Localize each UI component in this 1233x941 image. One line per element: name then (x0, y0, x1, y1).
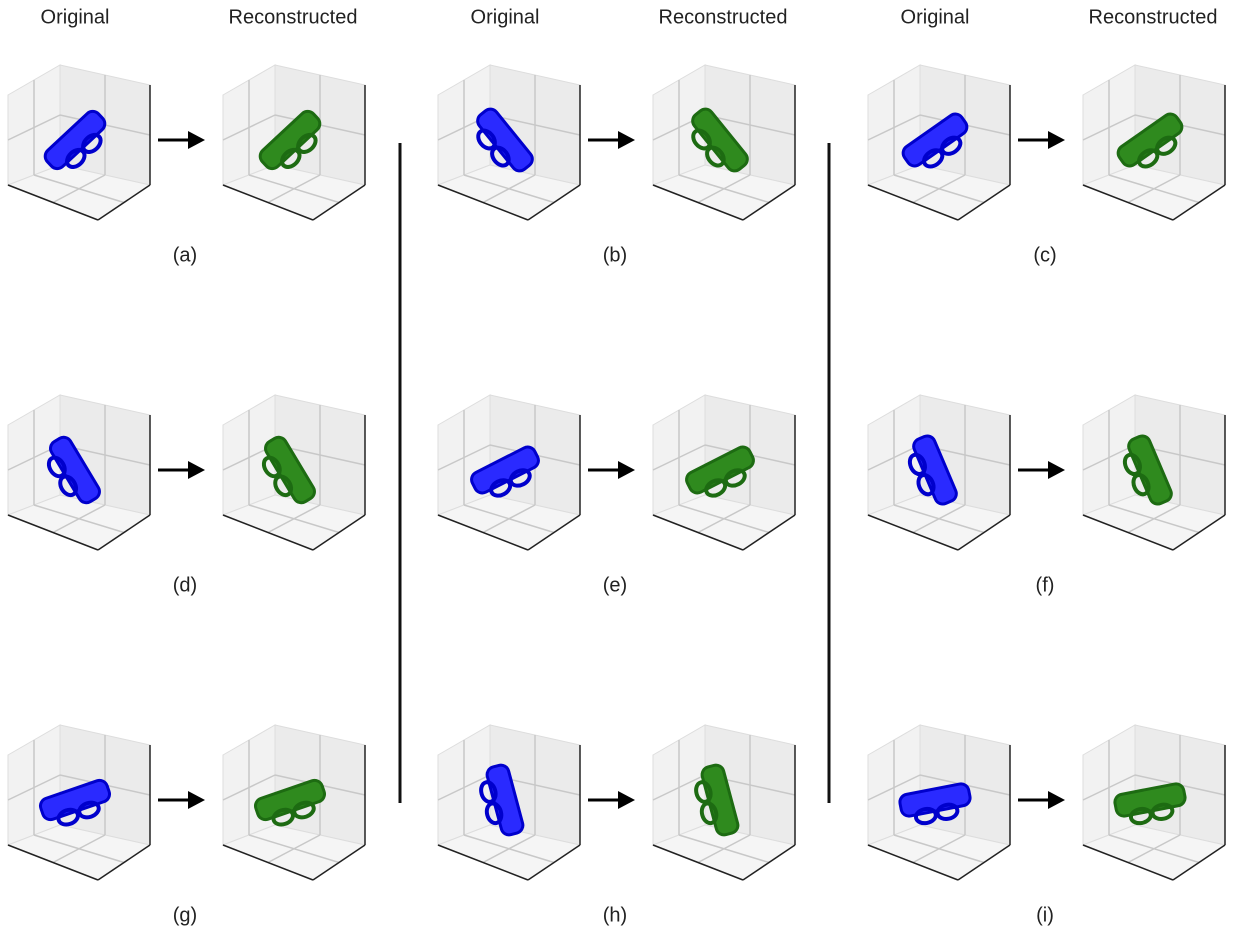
axes-3d (1083, 395, 1225, 550)
arrow-head (618, 791, 635, 809)
axes-3d (653, 725, 795, 880)
arrow-head (1048, 131, 1065, 149)
axes-3d (223, 395, 365, 550)
axes-3d (868, 65, 1010, 220)
axes-3d (8, 395, 150, 550)
column-header: Original (471, 6, 540, 28)
panel-label: (i) (1036, 904, 1054, 926)
arrow-head (188, 791, 205, 809)
panel-label: (a) (173, 244, 197, 266)
panel-label: (e) (603, 574, 627, 596)
arrow-head (188, 461, 205, 479)
axes-3d (653, 395, 795, 550)
axes-3d (438, 725, 580, 880)
arrow-head (1048, 461, 1065, 479)
axes-3d (8, 65, 150, 220)
arrow-head (188, 131, 205, 149)
figure: Original Reconstructed (a) (d) (g) Original Re… (0, 0, 1233, 936)
panel-label: (g) (173, 904, 197, 926)
axes-3d (223, 65, 365, 220)
axes-3d (223, 725, 365, 880)
axes-3d (1083, 65, 1225, 220)
axes-3d (868, 395, 1010, 550)
arrow-head (1048, 791, 1065, 809)
panel-label: (b) (603, 244, 627, 266)
panel-label: (d) (173, 574, 197, 596)
axes-3d (8, 725, 150, 880)
column-header: Reconstructed (659, 6, 788, 28)
arrow-head (618, 131, 635, 149)
column-header: Reconstructed (229, 6, 358, 28)
axes-3d (438, 395, 580, 550)
axes-3d (868, 725, 1010, 880)
axes-3d (653, 65, 795, 220)
panel-label: (h) (603, 904, 627, 926)
axes-3d (438, 65, 580, 220)
column-header: Reconstructed (1089, 6, 1218, 28)
arrow-head (618, 461, 635, 479)
axes-3d (1083, 725, 1225, 880)
column-header: Original (41, 6, 110, 28)
column-header: Original (901, 6, 970, 28)
panel-label: (f) (1036, 574, 1055, 596)
panel-label: (c) (1033, 244, 1056, 266)
